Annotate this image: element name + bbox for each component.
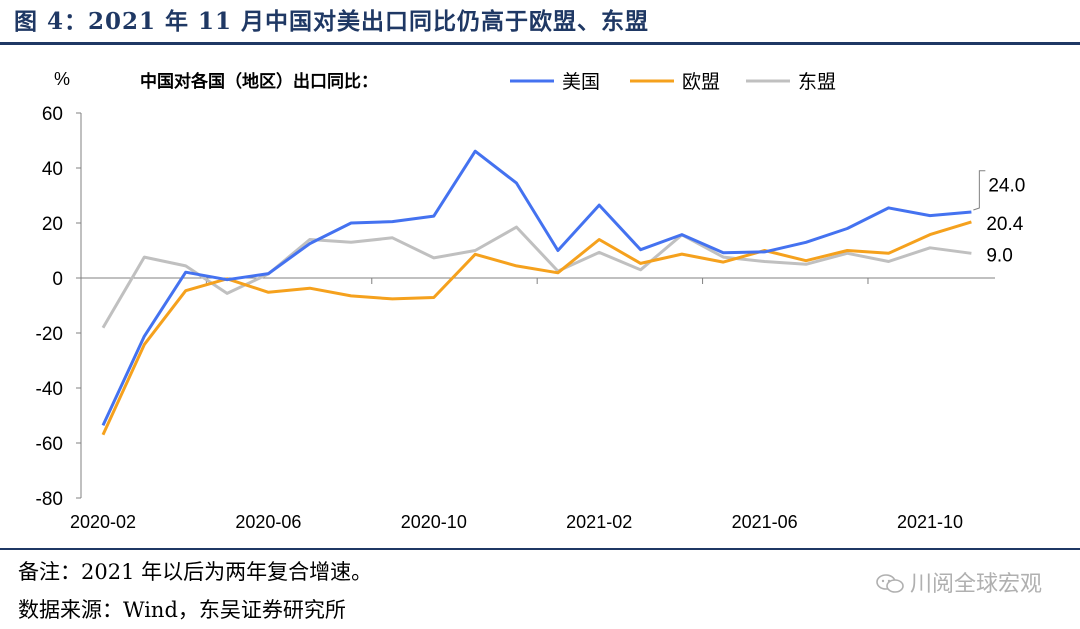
series-line-us [101, 149, 972, 427]
chart-lines [101, 149, 972, 436]
figure-title: 图 4：2021 年 11 月中国对美出口同比仍高于欧盟、东盟 [14, 8, 650, 35]
legend-label: 美国 [562, 71, 600, 93]
legend-label: 欧盟 [682, 71, 720, 93]
y-tick-label: -40 [36, 379, 63, 400]
x-tick-label: 2021-10 [897, 512, 963, 532]
end-value-label: 9.0 [986, 245, 1012, 266]
chart-axes: 60 40 20 0 -20 -40 -60 -80% 2020-02 2020-06 2020-1… [36, 69, 995, 532]
y-tick-label: 0 [52, 269, 63, 290]
y-axis-unit: % [54, 69, 70, 89]
x-tick-label: 2021-02 [566, 512, 632, 532]
note-text: 备注：2021 年以后为两年复合增速。 [18, 560, 373, 584]
y-tick-label: 60 [42, 104, 63, 125]
x-tick-label: 2020-06 [235, 512, 301, 532]
watermark: 川阅全球宏观 [876, 566, 1042, 598]
wechat-icon [876, 574, 904, 593]
end-value-label: 24.0 [988, 175, 1025, 196]
y-tick-label: -80 [36, 489, 63, 510]
end-value-label: 20.4 [986, 214, 1023, 235]
legend-label: 东盟 [798, 71, 836, 93]
series-line-eu [101, 220, 972, 436]
title-rule [0, 42, 1080, 45]
footer-rule [0, 548, 1080, 550]
x-tick-label: 2020-10 [401, 512, 467, 532]
y-tick-label: 20 [42, 214, 63, 235]
x-tick-label: 2020-02 [70, 512, 136, 532]
end-label-leader [973, 170, 986, 211]
y-tick-label: -60 [36, 434, 63, 455]
source-text: 数据来源：Wind，东吴证券研究所 [18, 598, 346, 622]
y-tick-label: 40 [42, 159, 63, 180]
y-tick-label: -20 [36, 324, 63, 345]
series-line-asean [101, 225, 972, 329]
watermark-text: 川阅全球宏观 [909, 572, 1042, 597]
chart-end-labels: 24.0 20.4 9.0 [973, 170, 1025, 266]
line-chart: 60 40 20 0 -20 -40 -60 -80% 2020-02 2020-06 2020-1… [36, 69, 1026, 532]
chart-title: 中国对各国（地区）出口同比： [140, 71, 378, 91]
x-tick-label: 2021-06 [732, 512, 798, 532]
chart-legend: 中国对各国（地区）出口同比： 美国 欧盟 东盟 [140, 71, 836, 93]
